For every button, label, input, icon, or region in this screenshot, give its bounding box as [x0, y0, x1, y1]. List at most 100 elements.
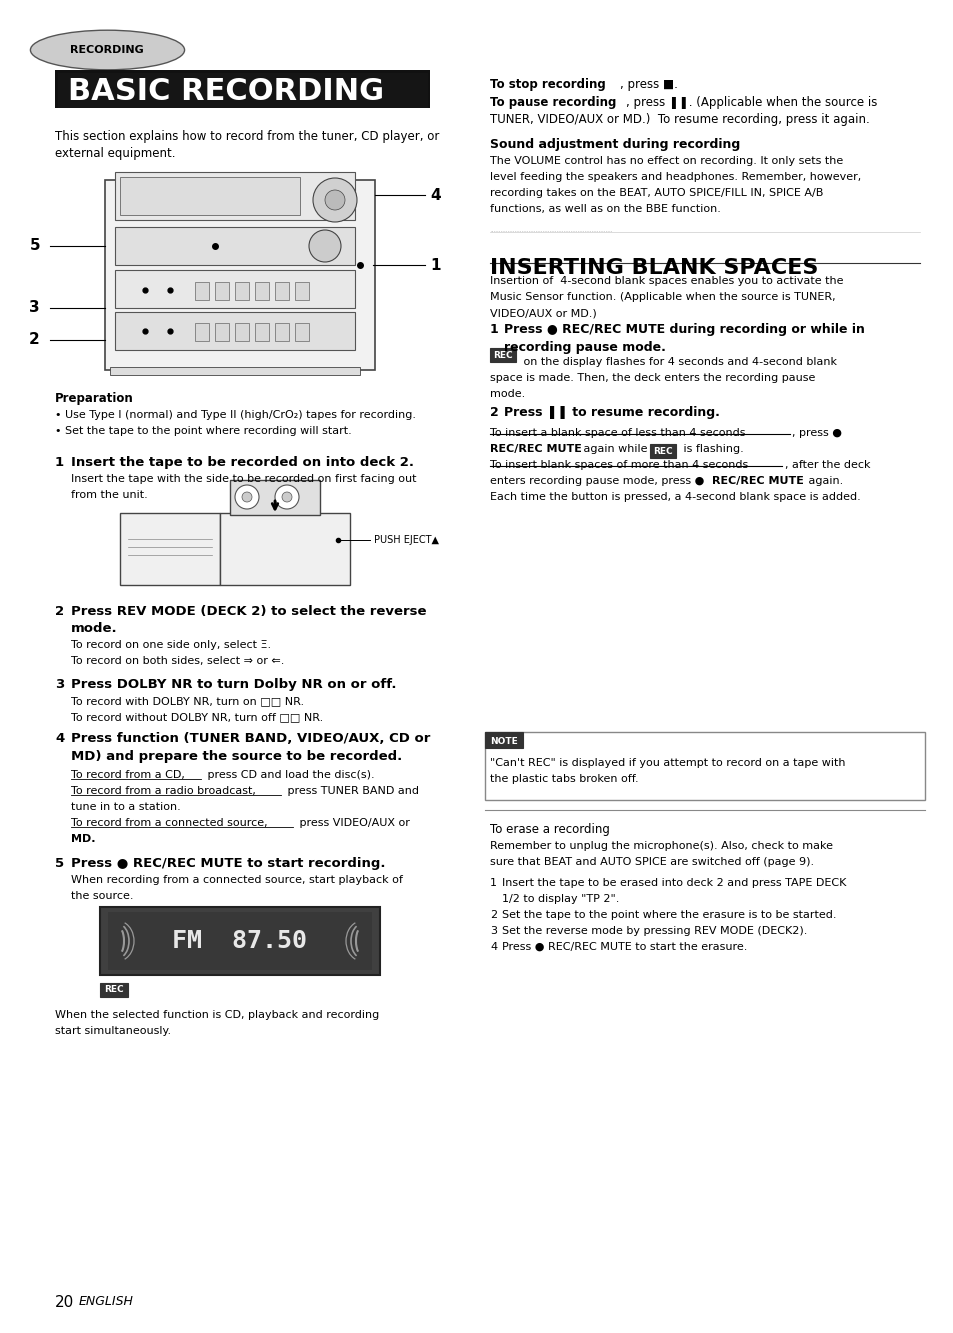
- Text: REC/REC MUTE: REC/REC MUTE: [490, 444, 581, 455]
- Text: Press ❚❚ to resume recording.: Press ❚❚ to resume recording.: [503, 407, 720, 419]
- Text: 1: 1: [490, 878, 497, 888]
- Text: space is made. Then, the deck enters the recording pause: space is made. Then, the deck enters the…: [490, 373, 815, 383]
- Bar: [120, 513, 220, 585]
- Bar: [120, 177, 299, 215]
- Text: "Can't REC" is displayed if you attempt to record on a tape with: "Can't REC" is displayed if you attempt …: [490, 758, 844, 768]
- Text: FM  87.50: FM 87.50: [172, 929, 307, 953]
- Text: MD.: MD.: [71, 834, 95, 844]
- Text: 4: 4: [430, 188, 440, 203]
- Text: To insert blank spaces of more than 4 seconds: To insert blank spaces of more than 4 se…: [490, 460, 747, 471]
- Bar: [115, 312, 355, 351]
- Text: BASIC RECORDING: BASIC RECORDING: [68, 76, 384, 105]
- Text: To record from a connected source,: To record from a connected source,: [71, 818, 268, 828]
- Bar: [194, 323, 209, 341]
- Text: again.: again.: [804, 476, 842, 487]
- Text: REC/REC MUTE: REC/REC MUTE: [711, 476, 803, 487]
- Circle shape: [309, 231, 340, 263]
- Text: Remember to unplug the microphone(s). Also, check to make: Remember to unplug the microphone(s). Al…: [490, 841, 832, 850]
- Text: 1: 1: [55, 456, 64, 469]
- Text: level feeding the speakers and headphones. Remember, however,: level feeding the speakers and headphone…: [490, 172, 861, 183]
- Text: Set the tape to the point where the erasure is to be started.: Set the tape to the point where the eras…: [501, 910, 836, 920]
- Bar: [115, 271, 355, 308]
- Text: the source.: the source.: [71, 890, 133, 901]
- Bar: [294, 283, 309, 300]
- Text: 5: 5: [55, 857, 64, 870]
- Text: mode.: mode.: [490, 389, 525, 399]
- Text: Insert the tape with the side to be recorded on first facing out: Insert the tape with the side to be reco…: [71, 475, 416, 484]
- Text: 2: 2: [490, 407, 498, 419]
- Bar: [294, 323, 309, 341]
- Bar: [115, 227, 355, 265]
- Text: Press ● REC/REC MUTE to start recording.: Press ● REC/REC MUTE to start recording.: [71, 857, 385, 870]
- Text: Press REV MODE (DECK 2) to select the reverse: Press REV MODE (DECK 2) to select the re…: [71, 605, 426, 619]
- Circle shape: [234, 485, 258, 509]
- Text: To record from a radio broadcast,: To record from a radio broadcast,: [71, 786, 255, 796]
- Text: , press ■.: , press ■.: [619, 79, 678, 91]
- Bar: [214, 323, 229, 341]
- Text: Set the reverse mode by pressing REV MODE (DECK2).: Set the reverse mode by pressing REV MOD…: [501, 926, 806, 936]
- Bar: [230, 480, 319, 515]
- Text: press VIDEO/AUX or: press VIDEO/AUX or: [295, 818, 410, 828]
- Text: mode.: mode.: [71, 623, 117, 635]
- Text: VIDEO/AUX or MD.): VIDEO/AUX or MD.): [490, 308, 597, 319]
- Text: REC: REC: [653, 447, 672, 456]
- Text: When the selected function is CD, playback and recording: When the selected function is CD, playba…: [55, 1010, 379, 1020]
- Text: To record from a CD,: To record from a CD,: [71, 770, 185, 780]
- Bar: [100, 982, 128, 997]
- Text: Press ● REC/REC MUTE during recording or while in: Press ● REC/REC MUTE during recording or…: [503, 323, 864, 336]
- Bar: [110, 367, 359, 375]
- Text: ENGLISH: ENGLISH: [79, 1294, 133, 1308]
- Text: press CD and load the disc(s).: press CD and load the disc(s).: [204, 770, 375, 780]
- Text: press TUNER BAND and: press TUNER BAND and: [284, 786, 418, 796]
- Bar: [214, 283, 229, 300]
- Text: , press ●: , press ●: [791, 428, 841, 439]
- Bar: [274, 283, 289, 300]
- Bar: [254, 283, 269, 300]
- Text: functions, as well as on the BBE function.: functions, as well as on the BBE functio…: [490, 204, 720, 215]
- Bar: [115, 172, 355, 220]
- Text: TUNER, VIDEO/AUX or MD.)  To resume recording, press it again.: TUNER, VIDEO/AUX or MD.) To resume recor…: [490, 113, 869, 127]
- Text: is flashing.: is flashing.: [679, 444, 743, 455]
- Bar: [220, 513, 350, 585]
- Text: tune in to a station.: tune in to a station.: [71, 802, 180, 812]
- Bar: [274, 323, 289, 341]
- Text: To erase a recording: To erase a recording: [490, 822, 609, 836]
- Text: To record without DOLBY NR, turn off □□ NR.: To record without DOLBY NR, turn off □□ …: [71, 712, 323, 722]
- Text: To insert a blank space of less than 4 seconds: To insert a blank space of less than 4 s…: [490, 428, 744, 439]
- Text: start simultaneously.: start simultaneously.: [55, 1026, 171, 1036]
- Bar: [484, 732, 924, 800]
- Text: To record on one side only, select Ξ.: To record on one side only, select Ξ.: [71, 640, 271, 651]
- Text: external equipment.: external equipment.: [55, 147, 175, 160]
- Text: Insert the tape to be recorded on into deck 2.: Insert the tape to be recorded on into d…: [71, 456, 414, 469]
- Text: To record on both sides, select ⇒ or ⇐.: To record on both sides, select ⇒ or ⇐.: [71, 656, 284, 666]
- Text: on the display flashes for 4 seconds and 4-second blank: on the display flashes for 4 seconds and…: [519, 357, 836, 367]
- Bar: [484, 732, 522, 748]
- Text: • Use Type I (normal) and Type II (high/CrO₂) tapes for recording.: • Use Type I (normal) and Type II (high/…: [55, 411, 416, 420]
- Bar: [105, 180, 375, 371]
- Text: recording takes on the BEAT, AUTO SPICE/FILL IN, SPICE A/B: recording takes on the BEAT, AUTO SPICE/…: [490, 188, 822, 199]
- Text: , press ❚❚. (Applicable when the source is: , press ❚❚. (Applicable when the source …: [625, 96, 877, 109]
- Text: 4: 4: [490, 942, 497, 952]
- Text: Sound adjustment during recording: Sound adjustment during recording: [490, 139, 740, 151]
- Text: REC: REC: [493, 351, 513, 360]
- Text: 20: 20: [55, 1294, 74, 1310]
- Text: When recording from a connected source, start playback of: When recording from a connected source, …: [71, 874, 402, 885]
- Circle shape: [282, 492, 292, 503]
- Text: 2: 2: [55, 605, 64, 619]
- Text: Insert the tape to be erased into deck 2 and press TAPE DECK: Insert the tape to be erased into deck 2…: [501, 878, 845, 888]
- FancyBboxPatch shape: [30, 31, 184, 69]
- Text: enters recording pause mode, press ●: enters recording pause mode, press ●: [490, 476, 707, 487]
- Text: To record with DOLBY NR, turn on □□ NR.: To record with DOLBY NR, turn on □□ NR.: [71, 696, 304, 706]
- Text: the plastic tabs broken off.: the plastic tabs broken off.: [490, 774, 638, 784]
- Text: RECORDING: RECORDING: [71, 45, 144, 55]
- Text: To pause recording: To pause recording: [490, 96, 616, 109]
- Text: ......................................................................: ........................................…: [490, 228, 612, 233]
- Bar: [58, 73, 428, 108]
- Text: 2: 2: [30, 332, 40, 348]
- Text: Press function (TUNER BAND, VIDEO/AUX, CD or: Press function (TUNER BAND, VIDEO/AUX, C…: [71, 732, 430, 745]
- Text: Each time the button is pressed, a 4-second blank space is added.: Each time the button is pressed, a 4-sec…: [490, 492, 860, 503]
- Text: Music Sensor function. (Applicable when the source is TUNER,: Music Sensor function. (Applicable when …: [490, 292, 835, 303]
- Circle shape: [313, 179, 356, 223]
- Text: 4: 4: [55, 732, 64, 745]
- Text: INSERTING BLANK SPACES: INSERTING BLANK SPACES: [490, 259, 818, 279]
